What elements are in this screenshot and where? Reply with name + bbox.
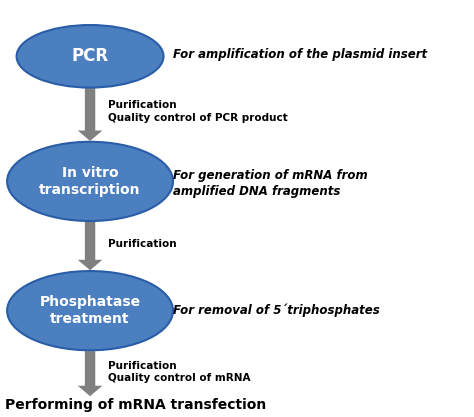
Text: For removal of 5´triphosphates: For removal of 5´triphosphates [173,304,380,317]
Ellipse shape [17,25,164,88]
Text: Purification: Purification [108,239,177,249]
Ellipse shape [7,271,173,350]
Text: Purification
Quality control of PCR product: Purification Quality control of PCR prod… [108,100,288,123]
Text: For generation of mRNA from
amplified DNA fragments: For generation of mRNA from amplified DN… [173,169,368,198]
FancyArrow shape [78,351,102,396]
Text: In vitro
transcription: In vitro transcription [39,166,141,197]
Text: Performing of mRNA transfection: Performing of mRNA transfection [5,398,266,412]
Ellipse shape [7,142,173,221]
Text: Phosphatase
treatment: Phosphatase treatment [39,295,141,327]
Text: PCR: PCR [72,47,109,65]
FancyArrow shape [78,221,102,270]
FancyArrow shape [78,88,102,141]
Text: Purification
Quality control of mRNA: Purification Quality control of mRNA [108,361,251,383]
Text: For amplification of the plasmid insert: For amplification of the plasmid insert [173,48,427,61]
